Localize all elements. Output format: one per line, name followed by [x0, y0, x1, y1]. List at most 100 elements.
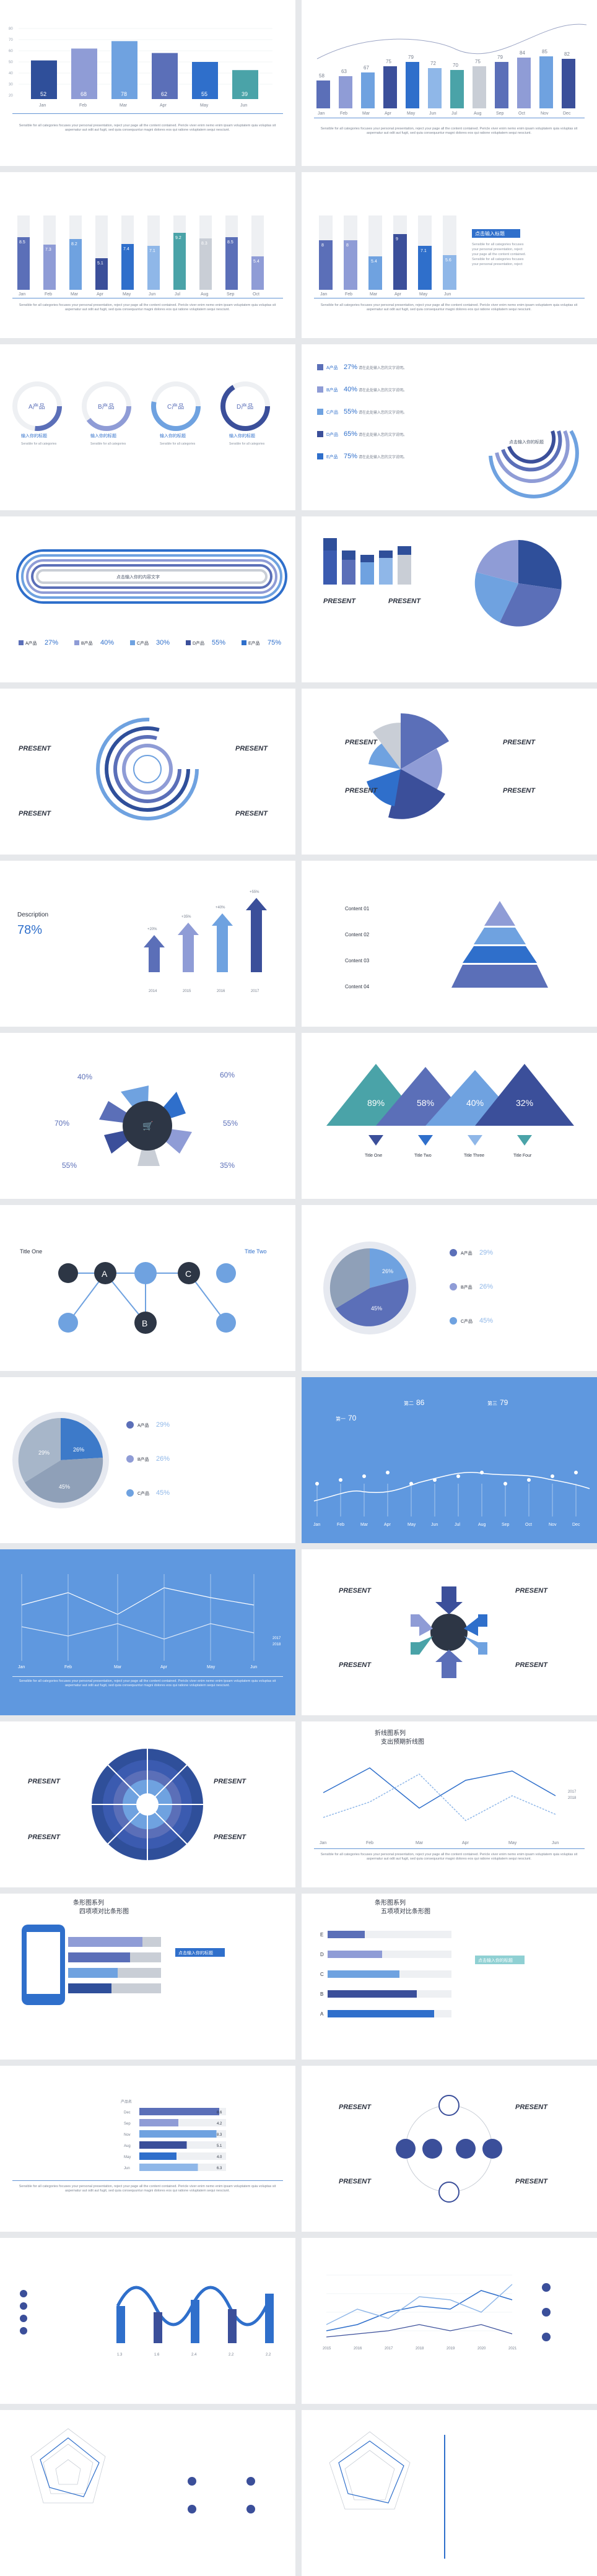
slide-bar-line-12[interactable]: 58 63 67 75 79 72 70 75 79 84 85 82 Jan Feb Mar Apr May… [302, 0, 597, 166]
legend-name: D产品 [193, 640, 204, 646]
legend-name: C产品 [137, 1490, 149, 1496]
slide-rose-chart[interactable]: PRESENT PRESENT PRESENT PRESENT [302, 689, 597, 855]
bar [361, 72, 375, 108]
category: Sep [124, 2122, 131, 2126]
x-tick: Apr [462, 1841, 469, 1845]
bar-label: 9.2 [175, 236, 181, 240]
present-title: PRESENT [235, 810, 268, 817]
slide-radar-right[interactable] [302, 2410, 597, 2576]
arrow-bars: Description 78% +20% 2014 +35% 2015 +40% 2016… [17, 890, 267, 993]
slide-triangles[interactable]: 89% Title One 58% Title Two 40% Title Three 32… [302, 1033, 597, 1199]
slide-blue-line-6[interactable]: Jan Feb Mar Apr May Jun 2017 2018 Sensible fo… [0, 1549, 295, 1715]
legend-pct: 75% [268, 639, 281, 646]
bar [251, 256, 264, 290]
slide-phone-bars[interactable]: 条形图系列 四项项对比条形图 点击输入你的标题 [0, 1894, 295, 2060]
bar [319, 240, 333, 290]
x-tick: Jan [18, 1665, 25, 1669]
slice-label: 45% [371, 1305, 382, 1312]
marker [418, 1135, 433, 1146]
bar-label: 70 [453, 63, 458, 68]
tick: 30 [9, 83, 13, 87]
slide-horizontal-bars[interactable]: 产品名 Dec 8.6 Sep 4.2 Nov 8.3 Aug 5.1 May 4.0 Jun 6.3… [0, 2066, 295, 2232]
bar [316, 80, 330, 108]
x-tick: May [419, 292, 428, 297]
x-tick: Oct [518, 111, 525, 116]
slide-pie[interactable]: 29% 26% 45% A产品 29% B产品 26% C产品 45% [0, 1377, 295, 1543]
bar [539, 56, 553, 108]
x-tick: Jul [451, 111, 457, 116]
slide-arrow-hub[interactable]: PRESENT PRESENT PRESENT PRESENT [302, 1549, 597, 1715]
legend-pct: 29% [156, 1421, 170, 1429]
note-value: 70 [348, 1414, 357, 1422]
row-label: C [320, 1972, 324, 1977]
legend: 2018 [568, 1796, 577, 1800]
bar [111, 41, 137, 99]
x-tick: Jan [320, 1841, 326, 1845]
category: Dec [124, 2111, 131, 2115]
slide-wave-chart[interactable]: 1.3 1.6 2.4 2.2 2.2 [0, 2238, 295, 2404]
slide-progress-columns-text[interactable]: 8 8 5.4 9 7.1 5.6 Jan Feb Mar Apr May Jun 点击输入标题 S… [302, 172, 597, 338]
x-tick: Jan [320, 292, 327, 297]
bar-label: 67 [364, 65, 369, 71]
bar-chart-6: 80 70 60 50 40 30 20 52 68 78 62 55 39 Jan Feb… [9, 27, 283, 114]
slice-label: 26% [73, 1447, 84, 1453]
legend-swatch [74, 640, 79, 645]
phone-bars: 条形图系列 四项项对比条形图 点击输入你的标题 [22, 1899, 225, 2005]
row-name: B产品 [326, 387, 338, 393]
present-title: PRESENT [214, 1834, 246, 1841]
slide-pyramid[interactable]: Content 01 Content 02 Content 03 Content 04 [302, 861, 597, 1027]
bar [339, 76, 352, 108]
present-title: PRESENT [339, 1661, 372, 1669]
slide-four-rings[interactable]: A产品 输入你的标题 Sensible for all categories B产品输… [0, 344, 295, 510]
row-pct: 65% [344, 430, 357, 438]
legend-dot [126, 1489, 134, 1497]
slide-bars-pie[interactable]: PRESENT PRESENT [302, 516, 597, 682]
category: Nov [124, 2133, 131, 2137]
slide-network[interactable]: A B C Title One Title Two [0, 1205, 295, 1371]
slide-stadium[interactable]: 点击输入你的内容文字 A产品 27% B产品 40% C产品 30% D产品 55% E产品 75… [0, 516, 295, 682]
radial-hub: 🛒 40% 60% 70% 55% 55% 35% [54, 1071, 238, 1170]
x-tick: Jun [552, 1841, 559, 1845]
slide-blue-line-12[interactable]: Jan Feb Mar Apr May Jun Jul Aug Sep Oct Nov Dec 第一 7… [302, 1377, 597, 1543]
bar-label: 7.1 [421, 249, 427, 253]
column-head: 产品名 [121, 2099, 132, 2104]
x-tick: Nov [549, 1523, 557, 1527]
slide-segment-wheel[interactable]: PRESENT PRESENT PRESENT PRESENT [0, 1721, 295, 1887]
x-tick: Jun [444, 292, 451, 297]
x-tick: May [407, 111, 416, 116]
legend-name: A产品 [461, 1250, 473, 1256]
slide-percent-list[interactable]: A产品 27% 请在此处输入您的文字说明。 B产品 40% 请在此处输入您的文字说明。 C产… [302, 344, 597, 510]
slide-five-bars[interactable]: 条形图系列 五项项对比条形图 E D C B A 点击输入你的标题 [302, 1894, 597, 2060]
slide-multi-line[interactable]: 2015 2016 2017 2018 2019 2020 2021 [302, 2238, 597, 2404]
note-value: 86 [416, 1398, 425, 1407]
present-title: PRESENT [19, 745, 51, 752]
slide-bar-chart-6[interactable]: 80 70 60 50 40 30 20 52 68 78 62 55 39 Jan Feb… [0, 0, 295, 166]
row-label: D [320, 1952, 324, 1957]
pie: 29% 26% 45% A产品 29% B产品 26% C产品 45% [12, 1412, 170, 1508]
bar-label: 9 [396, 237, 398, 242]
ring [151, 381, 201, 431]
slide-hub-circles[interactable]: PRESENT PRESENT PRESENT PRESENT [302, 2066, 597, 2232]
slide-ring-pie[interactable]: 26% 45% A产品 29% B产品 26% C产品 45% [302, 1205, 597, 1371]
slide-progress-columns[interactable]: 8.5 7.3 8.2 5.1 7.4 7.1 9.2 8.3 8.5 5.4 Jan Feb Mar… [0, 172, 295, 338]
slide-radar-left[interactable] [0, 2410, 295, 2576]
slice-label: 45% [59, 1484, 70, 1490]
svg-text:Sensible for all categories fo: Sensible for all categories focuses [472, 243, 524, 246]
x-tick: Mar [360, 1523, 368, 1527]
bar-label: 8.2 [71, 242, 77, 246]
present-title: PRESENT [515, 2104, 548, 2111]
value: 1.6 [154, 2353, 160, 2357]
slide-line-chart[interactable]: 折线图系列 支出预期折线图 Jan Feb Mar Apr May Jun 2017 20… [302, 1721, 597, 1887]
x-tick: Jun [240, 103, 247, 108]
slide-radial-hub[interactable]: 🛒 40% 60% 70% 55% 55% 35% [0, 1033, 295, 1199]
slide-arrow-bars[interactable]: Description 78% +20% 2014 +35% 2015 +40% 2016… [0, 861, 295, 1027]
row-name: C产品 [326, 409, 338, 415]
slide-concentric-target[interactable]: PRESENT PRESENT PRESENT PRESENT [0, 689, 295, 855]
triangle-title: Title Two [414, 1154, 432, 1158]
present-title: PRESENT [339, 2104, 372, 2111]
bar [495, 62, 508, 108]
x-tick: Mar [362, 111, 370, 116]
content-label: Content 01 [345, 906, 370, 912]
row-text: 请在此处输入您的文字说明。 [359, 455, 407, 459]
value: 2.2 [266, 2353, 271, 2357]
